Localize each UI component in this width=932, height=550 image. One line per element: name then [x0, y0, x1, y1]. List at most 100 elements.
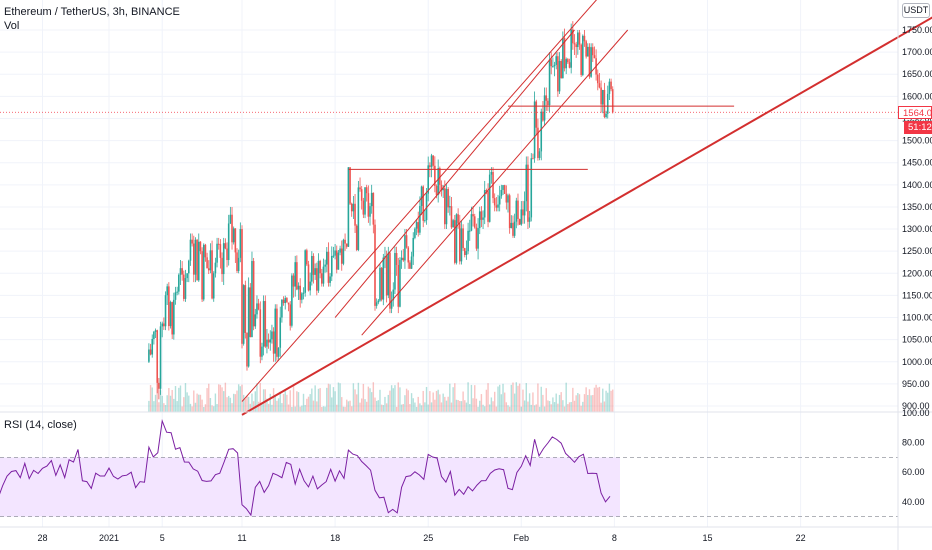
volume-bar [588, 389, 591, 412]
volume-bar [427, 404, 429, 412]
volume-bar [572, 387, 574, 412]
candle-body [572, 29, 574, 44]
currency-selector[interactable]: USDT [902, 3, 930, 18]
volume-bar [424, 402, 426, 412]
price-tick-label: 1650.00 [902, 69, 932, 79]
volume-bar [590, 395, 592, 412]
candle-body [296, 262, 298, 290]
volume-bar [297, 392, 300, 412]
candle-body [236, 252, 238, 271]
candle-body [432, 155, 434, 166]
rsi-label: RSI (14, close) [4, 419, 77, 431]
candle-body [540, 111, 543, 152]
volume-bar [375, 400, 378, 412]
candle-body [231, 214, 233, 243]
volume-bar [390, 385, 393, 412]
volume-bar [261, 403, 263, 412]
candle-body [201, 251, 203, 300]
volume-bar [266, 398, 268, 412]
volume-bar [369, 388, 371, 412]
volume-bar [252, 401, 255, 412]
volume-bar [204, 404, 207, 412]
candle-body [397, 264, 400, 307]
candle-body [171, 302, 173, 335]
volume-bar [276, 400, 278, 412]
candle-body [227, 223, 230, 261]
candle-body [317, 260, 320, 291]
volume-bar [555, 393, 557, 412]
volume-bar [364, 399, 366, 412]
volume-bar [211, 405, 213, 412]
candle-body [458, 223, 461, 262]
volume-bar [201, 399, 203, 412]
volume-bar [361, 398, 363, 412]
volume-bar [492, 401, 494, 412]
volume-bar [595, 384, 597, 412]
candle-body [299, 285, 301, 300]
volume-bar [239, 386, 242, 412]
time-tick-label: Feb [514, 533, 530, 543]
candle-body [202, 244, 205, 300]
candle-body [409, 262, 411, 269]
candle-body [216, 243, 218, 263]
volume-bar [603, 401, 606, 412]
candle-body [402, 257, 405, 261]
volume-bar [419, 403, 421, 412]
volume-bar [460, 401, 463, 412]
volume-bar [409, 404, 411, 412]
candle-body [462, 228, 464, 249]
candle-body [199, 241, 202, 252]
trend-line [361, 29, 629, 336]
candle-body [314, 268, 316, 275]
volume-bar [154, 394, 157, 412]
volume-bar [452, 387, 454, 412]
candle-body [166, 286, 168, 296]
volume-bar [344, 406, 346, 412]
candle-body [247, 287, 250, 367]
volume-bar [608, 383, 611, 412]
candle-body [389, 252, 391, 309]
symbol-title: Ethereum / TetherUS, 3h, BINANCE [4, 6, 180, 18]
volume-bar [191, 406, 193, 412]
volume-bar [592, 395, 594, 412]
candle-body [221, 257, 223, 275]
candle-body [282, 299, 285, 304]
candle-body [174, 292, 177, 300]
volume-bar [422, 390, 424, 412]
candle-body [582, 35, 584, 75]
candle-body [319, 260, 321, 274]
candle-body [522, 209, 524, 216]
candle-body [345, 243, 348, 247]
rsi-line [0, 419, 611, 517]
volume-bar [442, 393, 444, 412]
candle-body [455, 214, 458, 263]
candle-body [520, 209, 523, 225]
candle-body [593, 55, 596, 59]
candle-body [535, 101, 538, 128]
volume-bar [198, 394, 200, 412]
candle-body [325, 251, 328, 265]
volume-bar [219, 384, 222, 412]
price-tick-label: 900.00 [902, 401, 930, 411]
candle-body [335, 250, 338, 270]
volume-bar [299, 406, 301, 412]
volume-bar [332, 387, 335, 412]
candle-body [369, 206, 371, 217]
volume-bar [467, 382, 469, 412]
candle-body [252, 261, 255, 327]
volume-bar [326, 387, 328, 412]
candle-body [410, 256, 413, 269]
volume-bar [324, 406, 326, 412]
volume-bar [522, 389, 524, 412]
price-tick-label: 1000.00 [902, 357, 932, 367]
volume-bar [602, 388, 604, 412]
volume-bar [523, 400, 526, 412]
candle-body [483, 190, 486, 218]
candle-body [148, 349, 150, 362]
candle-body [287, 302, 290, 305]
candle-body [435, 185, 438, 195]
volume-bar [166, 395, 168, 412]
candle-body [277, 347, 280, 357]
candle-body [159, 326, 162, 389]
